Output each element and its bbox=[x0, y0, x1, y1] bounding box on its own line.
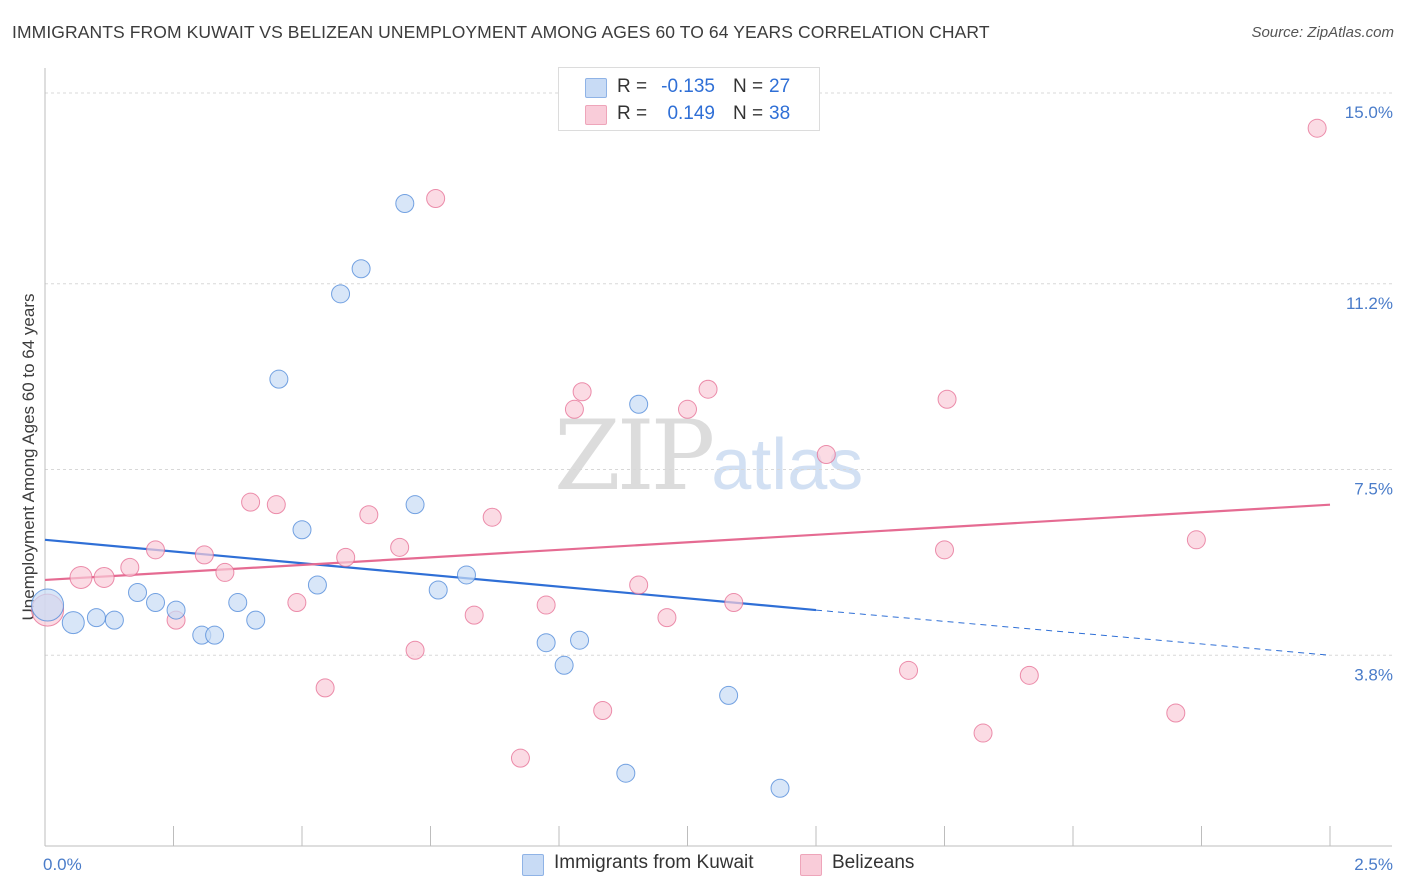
point-belizeans bbox=[241, 492, 261, 512]
point-kuwait bbox=[536, 633, 556, 653]
point-belizeans bbox=[390, 537, 410, 557]
point-kuwait bbox=[719, 685, 739, 705]
point-kuwait bbox=[269, 369, 289, 389]
point-belizeans bbox=[816, 444, 836, 464]
point-kuwait bbox=[405, 495, 425, 515]
point-kuwait bbox=[428, 580, 448, 600]
chart-title: IMMIGRANTS FROM KUWAIT VS BELIZEAN UNEMP… bbox=[12, 22, 990, 42]
point-belizeans bbox=[482, 507, 502, 527]
gridlines bbox=[45, 92, 1392, 656]
point-kuwait bbox=[166, 600, 186, 620]
point-kuwait bbox=[104, 610, 124, 630]
point-belizeans bbox=[1186, 530, 1206, 550]
point-kuwait bbox=[228, 593, 248, 613]
point-belizeans bbox=[266, 495, 286, 515]
point-belizeans bbox=[120, 557, 140, 577]
point-kuwait bbox=[351, 259, 371, 279]
point-kuwait bbox=[31, 588, 65, 622]
point-kuwait bbox=[128, 583, 148, 603]
legend-label-belizeans: Belizeans bbox=[832, 852, 915, 873]
point-kuwait bbox=[205, 625, 225, 645]
point-belizeans bbox=[1019, 665, 1039, 685]
point-belizeans bbox=[336, 547, 356, 567]
point-belizeans bbox=[937, 389, 957, 409]
point-kuwait bbox=[331, 284, 351, 304]
legend-swatch-kuwait bbox=[585, 78, 607, 98]
point-kuwait bbox=[770, 778, 790, 798]
point-kuwait bbox=[307, 575, 327, 595]
point-belizeans bbox=[935, 540, 954, 560]
point-kuwait bbox=[456, 565, 476, 585]
legend-r-label: R = bbox=[617, 76, 648, 97]
legend-r-label: R = bbox=[617, 103, 648, 124]
axes bbox=[44, 68, 1392, 847]
trend-line-kuwait bbox=[44, 538, 817, 612]
point-belizeans bbox=[698, 379, 718, 399]
point-kuwait bbox=[292, 520, 312, 540]
point-kuwait bbox=[61, 611, 85, 635]
point-belizeans bbox=[69, 565, 93, 589]
point-belizeans bbox=[536, 595, 556, 615]
legend-n-label: N = bbox=[733, 103, 764, 124]
point-kuwait bbox=[616, 763, 636, 783]
legend-swatch-kuwait bbox=[522, 854, 544, 876]
point-kuwait bbox=[570, 630, 590, 650]
data-points bbox=[31, 118, 1327, 798]
legend-r-value: 0.149 bbox=[667, 103, 715, 124]
y-tick-label: 3.8% bbox=[1354, 665, 1393, 684]
point-kuwait bbox=[629, 394, 649, 414]
point-belizeans bbox=[973, 723, 993, 743]
point-belizeans bbox=[405, 640, 425, 660]
point-belizeans bbox=[657, 608, 677, 628]
tick-labels: 3.8% 7.5% 11.2% 15.0% 0.0% 2.5% Unemployment A… bbox=[19, 103, 1393, 874]
point-kuwait bbox=[246, 610, 266, 630]
y-tick-label: 11.2% bbox=[1346, 294, 1393, 313]
series-legend: Immigrants from Kuwait Belizeans bbox=[0, 852, 1406, 878]
legend-label-kuwait: Immigrants from Kuwait bbox=[554, 852, 754, 873]
point-belizeans bbox=[315, 678, 335, 698]
point-belizeans bbox=[146, 540, 166, 560]
point-belizeans bbox=[593, 700, 613, 720]
point-belizeans bbox=[93, 566, 115, 588]
point-belizeans bbox=[215, 562, 235, 582]
point-belizeans bbox=[426, 188, 446, 208]
point-belizeans bbox=[629, 575, 649, 595]
point-kuwait bbox=[395, 193, 415, 213]
legend-swatch-belizeans bbox=[800, 854, 822, 876]
legend-n-value: 27 bbox=[769, 76, 791, 97]
y-axis-title: Unemployment Among Ages 60 to 64 years bbox=[19, 294, 38, 621]
legend-n-value: 38 bbox=[769, 103, 791, 124]
y-tick-label: 7.5% bbox=[1354, 480, 1393, 499]
point-kuwait bbox=[146, 593, 166, 613]
source-credit: Source: ZipAtlas.com bbox=[1251, 24, 1394, 41]
legend-swatch-belizeans bbox=[585, 105, 607, 125]
point-belizeans bbox=[724, 593, 744, 613]
x-tick-label: 2.5% bbox=[1354, 855, 1393, 874]
trend-line-belizeans bbox=[44, 503, 1331, 582]
x-tick-label: 0.0% bbox=[43, 855, 82, 874]
point-belizeans bbox=[1307, 118, 1327, 138]
trend-lines bbox=[44, 503, 1331, 656]
point-belizeans bbox=[464, 605, 484, 625]
legend-r-value: -0.135 bbox=[661, 76, 715, 97]
legend-n-label: N = bbox=[733, 76, 764, 97]
point-belizeans bbox=[1166, 703, 1186, 723]
watermark-atlas: atlas bbox=[711, 425, 864, 505]
point-kuwait bbox=[86, 608, 106, 628]
point-belizeans bbox=[564, 399, 584, 419]
trend-line-extension bbox=[815, 609, 1331, 656]
point-belizeans bbox=[287, 593, 307, 613]
point-kuwait bbox=[554, 655, 574, 675]
point-belizeans bbox=[678, 399, 697, 419]
point-belizeans bbox=[359, 505, 379, 525]
y-tick-label: 15.0% bbox=[1345, 103, 1393, 122]
point-belizeans bbox=[510, 748, 530, 768]
point-belizeans bbox=[194, 545, 214, 565]
point-belizeans bbox=[899, 660, 919, 680]
correlation-legend: R = -0.135 N = 27 R = 0.149 N = 38 bbox=[558, 67, 820, 131]
point-belizeans bbox=[572, 382, 592, 402]
